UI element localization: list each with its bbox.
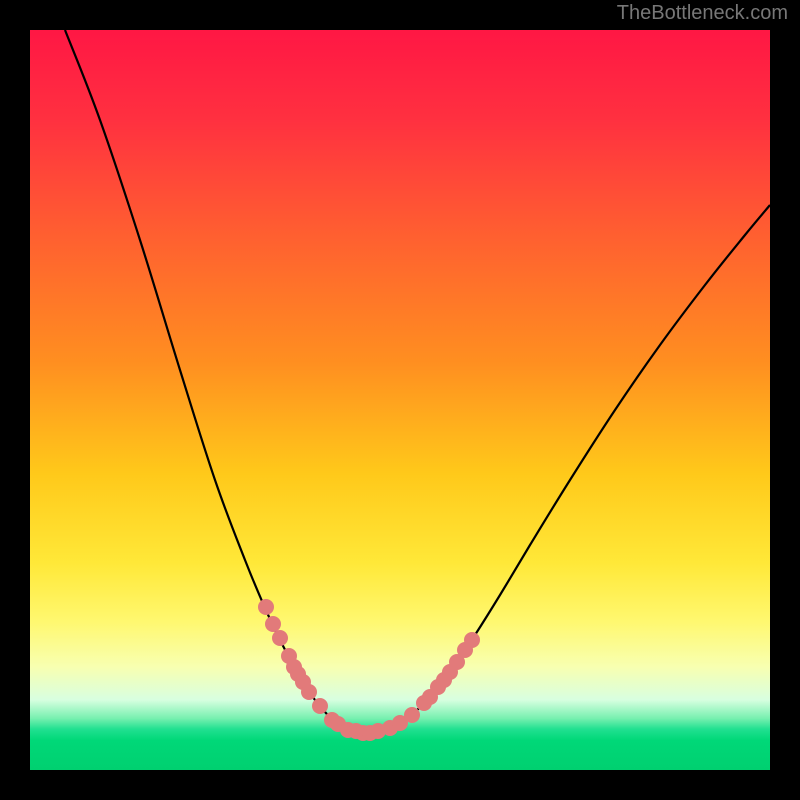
marker-point [464, 632, 480, 648]
marker-point [258, 599, 274, 615]
marker-point [265, 616, 281, 632]
plot-area [30, 30, 770, 770]
marker-point [301, 684, 317, 700]
marker-point [272, 630, 288, 646]
marker-point [312, 698, 328, 714]
marker-point [404, 707, 420, 723]
curve-markers [258, 599, 480, 741]
curve-layer [30, 30, 770, 770]
bottleneck-curve [65, 30, 770, 733]
watermark-text: TheBottleneck.com [617, 2, 788, 25]
